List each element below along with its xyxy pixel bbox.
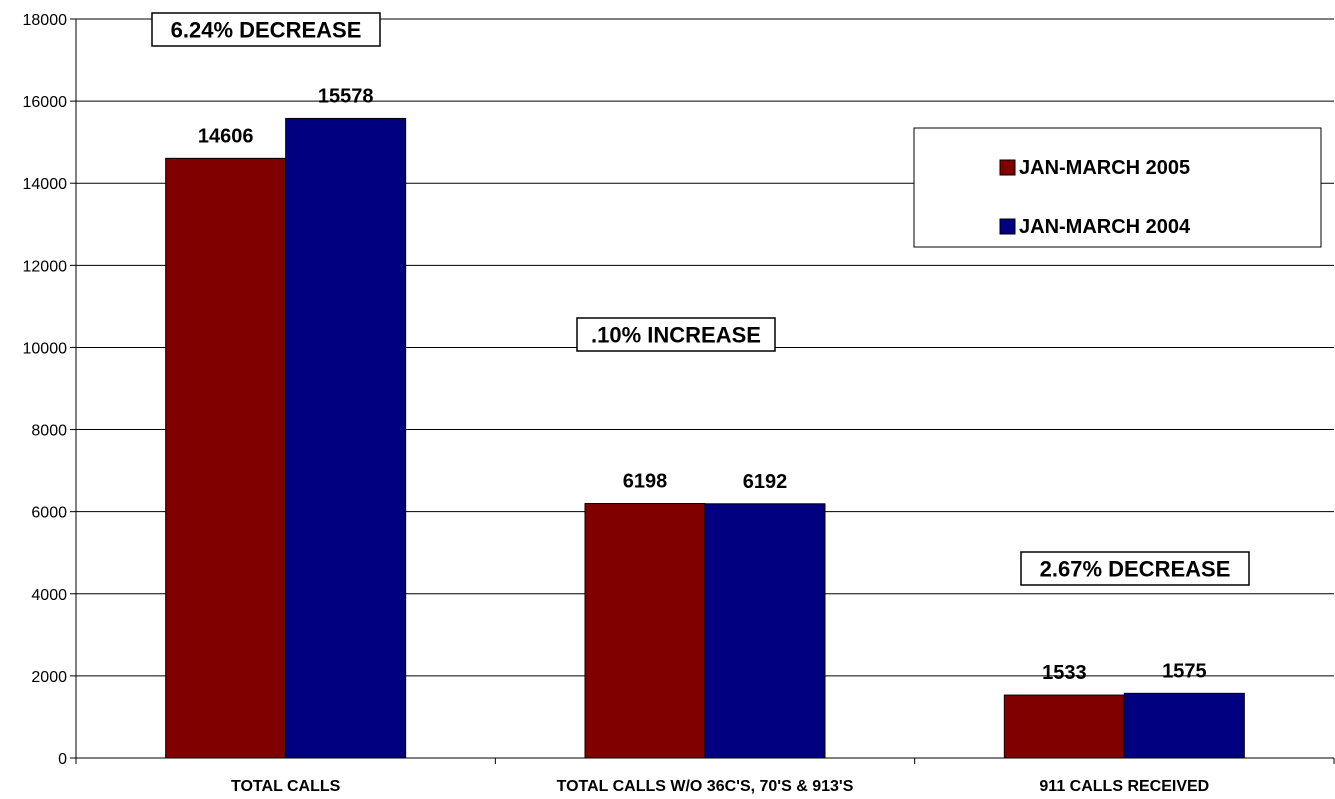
annotations: 6.24% DECREASE .10% INCREASE 2.67% DECREAS…	[151, 12, 1250, 586]
data-label: 1575	[1162, 660, 1207, 682]
data-label: 1533	[1042, 662, 1087, 684]
y-tick-label: 0	[58, 751, 67, 768]
annotation-text: .10% INCREASE	[591, 323, 761, 348]
annotation-text: 6.24% DECREASE	[171, 18, 362, 43]
annotation-frame	[1020, 551, 1250, 586]
y-tick-label: 6000	[31, 505, 67, 522]
bar-series-2	[285, 117, 407, 759]
x-category-label: TOTAL CALLS W/O 36C'S, 70'S & 913'S	[557, 778, 854, 794]
legend-swatch	[999, 218, 1016, 235]
data-labels: 14606 6198 1533 15578 6192 1575	[198, 85, 1207, 684]
bar-series-2	[1123, 692, 1245, 759]
annotation-box: 6.24% DECREASE	[151, 12, 381, 47]
data-label: 6192	[743, 471, 788, 493]
bars	[165, 117, 1245, 759]
data-label: 14606	[198, 125, 254, 147]
x-category-label: TOTAL CALLS	[231, 778, 341, 794]
legend: JAN-MARCH 2005 JAN-MARCH 2004	[913, 127, 1322, 248]
bar-series-1	[584, 503, 706, 759]
y-tick-label: 12000	[23, 258, 68, 275]
annotation-frame	[576, 317, 776, 352]
annotation-frame	[151, 12, 381, 47]
annotation-box: 2.67% DECREASE	[1020, 551, 1250, 586]
legend-swatch	[999, 159, 1016, 176]
y-tick-label: 16000	[23, 94, 68, 111]
bar-series-1	[165, 157, 287, 759]
axes: 0 2000 4000 6000 8000 10000 12000 14000 16000 180…	[23, 12, 1335, 795]
legend-frame	[913, 127, 1322, 248]
y-tick-label: 2000	[31, 669, 67, 686]
y-tick-label: 14000	[23, 176, 68, 193]
annotation-text: 2.67% DECREASE	[1040, 557, 1231, 582]
y-tick-label: 18000	[23, 12, 68, 29]
bar-series-1	[1003, 694, 1125, 759]
y-tick-label: 4000	[31, 587, 67, 604]
bar-series-2	[704, 503, 826, 759]
legend-label: JAN-MARCH 2004	[1019, 216, 1191, 238]
y-tick-label: 10000	[23, 340, 68, 357]
y-tick-label: 8000	[31, 423, 67, 440]
data-label: 6198	[623, 471, 668, 493]
legend-label: JAN-MARCH 2005	[1019, 157, 1190, 179]
data-label: 15578	[318, 85, 374, 107]
annotation-box: .10% INCREASE	[576, 317, 776, 352]
x-category-label: 911 CALLS RECEIVED	[1039, 778, 1209, 794]
